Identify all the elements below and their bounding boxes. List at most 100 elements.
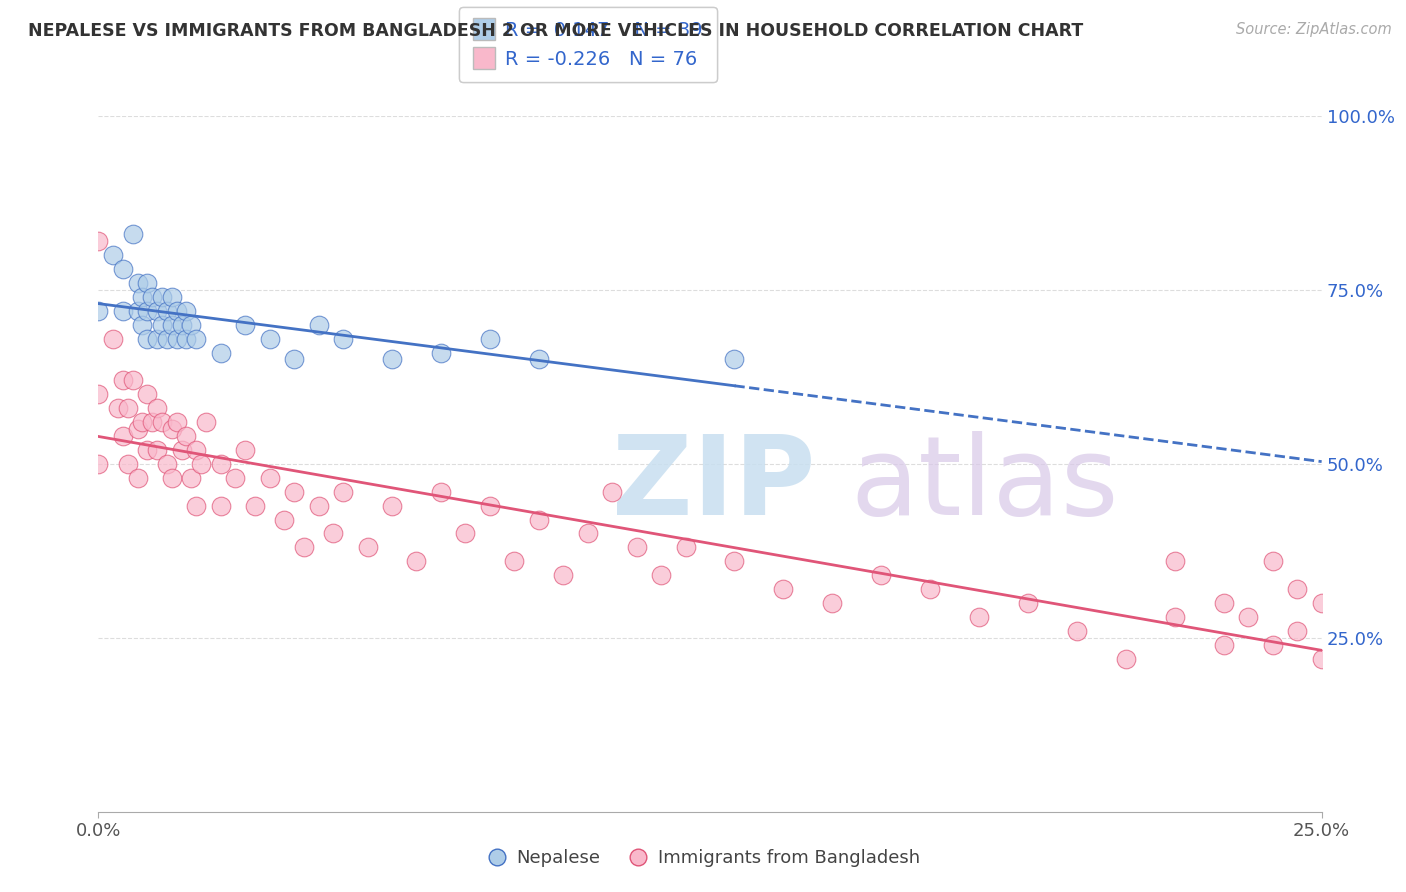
- Point: [308, 499, 330, 513]
- Point: [156, 457, 179, 471]
- Point: [156, 332, 179, 346]
- Point: [405, 554, 427, 568]
- Text: Source: ZipAtlas.com: Source: ZipAtlas.com: [1236, 22, 1392, 37]
- Point: [381, 499, 404, 513]
- Point: [259, 332, 281, 346]
- Legend: Nepalese, Immigrants from Bangladesh: Nepalese, Immigrants from Bangladesh: [478, 842, 928, 874]
- Point: [626, 541, 648, 555]
- Point: [150, 318, 173, 332]
- Point: [209, 345, 232, 359]
- Point: [127, 276, 149, 290]
- Point: [87, 234, 110, 248]
- Point: [967, 610, 990, 624]
- Point: [87, 387, 110, 401]
- Point: [107, 401, 129, 416]
- Point: [600, 484, 623, 499]
- Point: [176, 303, 198, 318]
- Point: [283, 352, 305, 367]
- Point: [259, 471, 281, 485]
- Point: [160, 290, 183, 304]
- Point: [150, 290, 173, 304]
- Text: ZIP: ZIP: [612, 431, 815, 538]
- Point: [224, 471, 246, 485]
- Point: [553, 568, 575, 582]
- Point: [870, 568, 893, 582]
- Point: [454, 526, 477, 541]
- Point: [430, 345, 453, 359]
- Point: [190, 457, 212, 471]
- Point: [160, 471, 183, 485]
- Point: [430, 484, 453, 499]
- Point: [308, 318, 330, 332]
- Point: [1164, 610, 1187, 624]
- Point: [150, 415, 173, 429]
- Point: [170, 318, 193, 332]
- Legend: R =  0.147    N = 39, R = -0.226   N = 76: R = 0.147 N = 39, R = -0.226 N = 76: [458, 7, 717, 82]
- Point: [503, 554, 526, 568]
- Point: [146, 303, 169, 318]
- Point: [381, 352, 404, 367]
- Point: [166, 415, 188, 429]
- Point: [87, 303, 110, 318]
- Point: [121, 227, 143, 242]
- Point: [186, 332, 208, 346]
- Point: [101, 248, 124, 262]
- Point: [127, 471, 149, 485]
- Point: [322, 526, 344, 541]
- Point: [723, 554, 745, 568]
- Point: [136, 387, 159, 401]
- Point: [1017, 596, 1039, 610]
- Point: [166, 303, 188, 318]
- Point: [136, 442, 159, 457]
- Point: [136, 332, 159, 346]
- Point: [160, 422, 183, 436]
- Point: [127, 422, 149, 436]
- Text: atlas: atlas: [851, 431, 1119, 538]
- Point: [675, 541, 697, 555]
- Point: [1261, 554, 1284, 568]
- Text: NEPALESE VS IMMIGRANTS FROM BANGLADESH 2 OR MORE VEHICLES IN HOUSEHOLD CORRELATI: NEPALESE VS IMMIGRANTS FROM BANGLADESH 2…: [28, 22, 1084, 40]
- Point: [1286, 582, 1309, 596]
- Point: [527, 512, 550, 526]
- Point: [131, 415, 153, 429]
- Point: [146, 332, 169, 346]
- Point: [170, 442, 193, 457]
- Point: [209, 457, 232, 471]
- Point: [1066, 624, 1088, 638]
- Point: [127, 303, 149, 318]
- Point: [209, 499, 232, 513]
- Point: [243, 499, 266, 513]
- Point: [292, 541, 315, 555]
- Point: [1310, 596, 1333, 610]
- Point: [920, 582, 942, 596]
- Point: [283, 484, 305, 499]
- Point: [723, 352, 745, 367]
- Point: [87, 457, 110, 471]
- Point: [186, 442, 208, 457]
- Point: [146, 401, 169, 416]
- Point: [1237, 610, 1260, 624]
- Point: [1261, 638, 1284, 652]
- Point: [156, 303, 179, 318]
- Point: [650, 568, 672, 582]
- Point: [233, 442, 256, 457]
- Point: [176, 429, 198, 443]
- Point: [332, 484, 354, 499]
- Point: [478, 499, 501, 513]
- Point: [772, 582, 794, 596]
- Point: [356, 541, 378, 555]
- Point: [136, 276, 159, 290]
- Point: [186, 499, 208, 513]
- Point: [111, 429, 134, 443]
- Point: [1212, 638, 1234, 652]
- Point: [1310, 651, 1333, 665]
- Point: [117, 457, 139, 471]
- Point: [131, 318, 153, 332]
- Point: [1164, 554, 1187, 568]
- Point: [332, 332, 354, 346]
- Point: [180, 471, 202, 485]
- Point: [121, 373, 143, 387]
- Point: [136, 303, 159, 318]
- Point: [1212, 596, 1234, 610]
- Point: [141, 415, 163, 429]
